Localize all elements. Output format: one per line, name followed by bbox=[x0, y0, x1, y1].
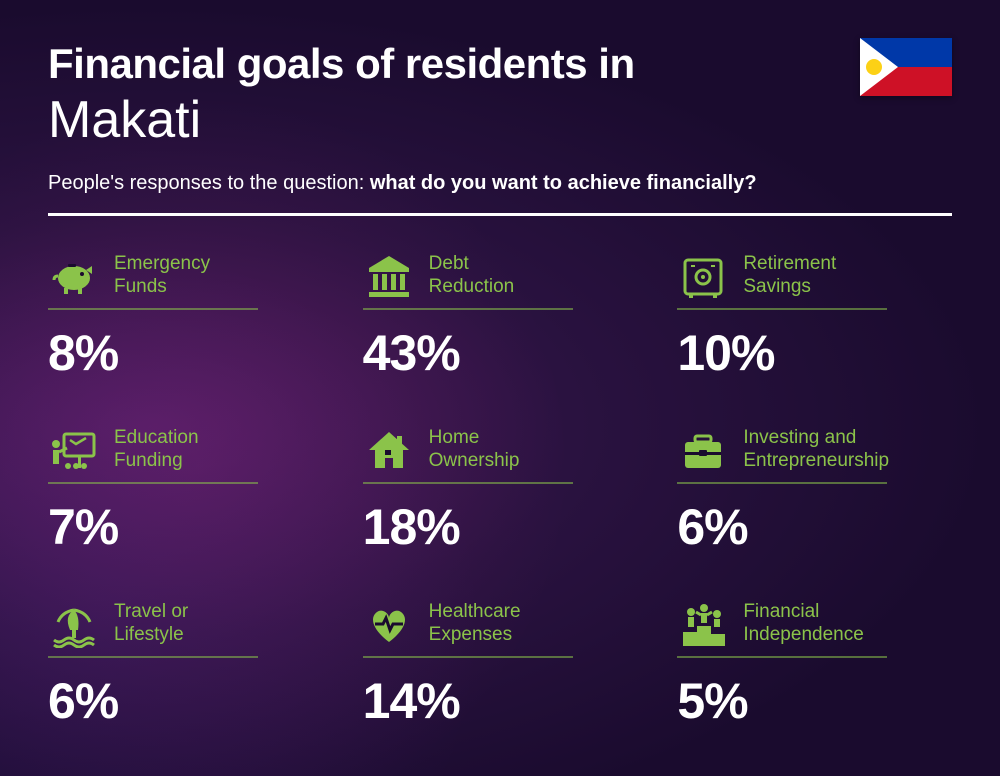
goal-underline bbox=[677, 308, 887, 310]
goal-percentage: 18% bbox=[363, 498, 638, 556]
goal-cell: FinancialIndependence 5% bbox=[677, 600, 952, 730]
house-icon bbox=[363, 426, 415, 474]
goal-underline bbox=[363, 656, 573, 658]
goal-underline bbox=[48, 656, 258, 658]
goal-percentage: 14% bbox=[363, 672, 638, 730]
safe-icon bbox=[677, 252, 729, 300]
piggy-icon bbox=[48, 252, 100, 300]
goal-percentage: 8% bbox=[48, 324, 323, 382]
goal-label: EmergencyFunds bbox=[114, 253, 210, 299]
goal-label: DebtReduction bbox=[429, 253, 515, 299]
podium-icon bbox=[677, 600, 729, 648]
subtitle-question: what do you want to achieve financially? bbox=[370, 172, 757, 194]
subtitle-prefix: People's responses to the question: bbox=[48, 172, 370, 194]
goal-cell: EducationFunding 7% bbox=[48, 426, 323, 556]
goal-cell: EmergencyFunds 8% bbox=[48, 252, 323, 382]
education-icon bbox=[48, 426, 100, 474]
page-title-line1: Financial goals of residents in bbox=[48, 40, 952, 88]
briefcase-icon bbox=[677, 426, 729, 474]
goal-underline bbox=[48, 482, 258, 484]
goal-percentage: 6% bbox=[677, 498, 952, 556]
goals-grid: EmergencyFunds 8% DebtReduction 43% Retireme… bbox=[48, 252, 952, 730]
goal-percentage: 5% bbox=[677, 672, 952, 730]
goal-cell: RetirementSavings 10% bbox=[677, 252, 952, 382]
goal-cell: HealthcareExpenses 14% bbox=[363, 600, 638, 730]
page-title-line2: Makati bbox=[48, 90, 952, 150]
goal-cell: Investing andEntrepreneurship 6% bbox=[677, 426, 952, 556]
goal-percentage: 7% bbox=[48, 498, 323, 556]
goal-underline bbox=[363, 308, 573, 310]
goal-label: HealthcareExpenses bbox=[429, 601, 521, 647]
divider bbox=[48, 213, 952, 216]
health-icon bbox=[363, 600, 415, 648]
subtitle: People's responses to the question: what… bbox=[48, 172, 952, 195]
goal-cell: Travel orLifestyle 6% bbox=[48, 600, 323, 730]
goal-label: FinancialIndependence bbox=[743, 601, 863, 647]
goal-label: Investing andEntrepreneurship bbox=[743, 427, 889, 473]
goal-label: RetirementSavings bbox=[743, 253, 836, 299]
goal-label: HomeOwnership bbox=[429, 427, 520, 473]
goal-underline bbox=[48, 308, 258, 310]
goal-cell: HomeOwnership 18% bbox=[363, 426, 638, 556]
bank-icon bbox=[363, 252, 415, 300]
goal-percentage: 10% bbox=[677, 324, 952, 382]
goal-cell: DebtReduction 43% bbox=[363, 252, 638, 382]
goal-label: Travel orLifestyle bbox=[114, 601, 188, 647]
goal-underline bbox=[363, 482, 573, 484]
goal-label: EducationFunding bbox=[114, 427, 199, 473]
goal-percentage: 6% bbox=[48, 672, 323, 730]
travel-icon bbox=[48, 600, 100, 648]
goal-underline bbox=[677, 482, 887, 484]
goal-percentage: 43% bbox=[363, 324, 638, 382]
goal-underline bbox=[677, 656, 887, 658]
